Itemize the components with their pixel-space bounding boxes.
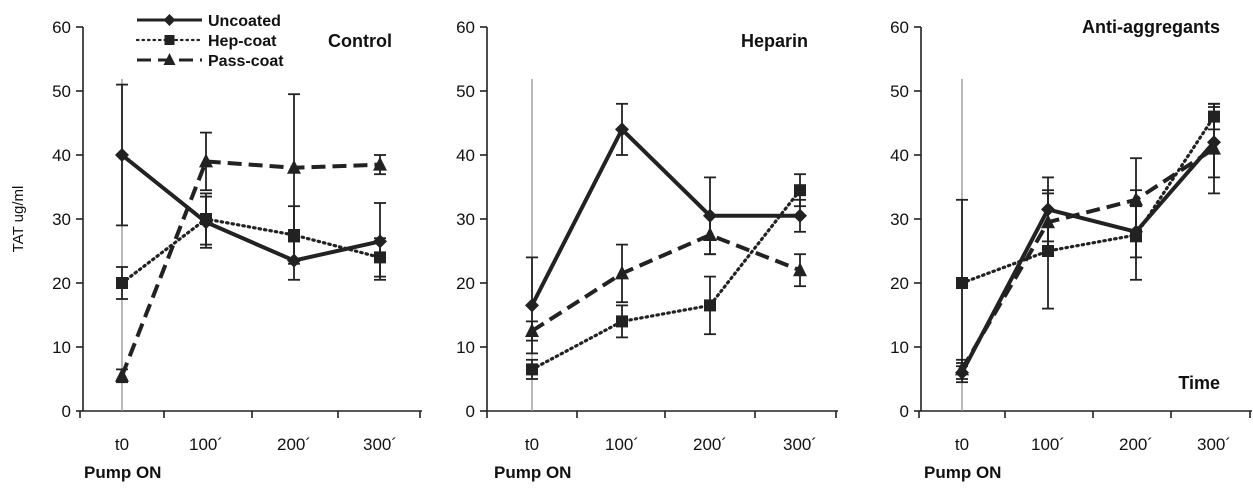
marker-square <box>164 35 175 45</box>
x-tick-label: t0 <box>955 435 969 454</box>
x-tick-label: 300´ <box>783 435 817 454</box>
marker-triangle <box>1041 214 1055 229</box>
marker-square <box>616 315 628 328</box>
y-axis-label: TAT ug/ml <box>10 186 27 253</box>
y-tick-label: 20 <box>456 274 475 293</box>
series-pass-coat <box>115 93 387 384</box>
y-tick-label: 20 <box>890 274 909 293</box>
series-pass-coat <box>525 214 807 342</box>
marker-diamond <box>525 298 539 313</box>
legend: Uncoated Hep-coat Pass-coat <box>135 13 284 70</box>
y-tick-label: 0 <box>466 402 475 421</box>
marker-triangle <box>793 262 807 277</box>
y-tick-label: 20 <box>52 274 71 293</box>
series-line <box>530 233 801 333</box>
x-tick-label: 100´ <box>189 435 223 454</box>
x-tick-label: t0 <box>525 435 539 454</box>
y-tick-label: 30 <box>52 210 71 229</box>
x-tick-label: 300´ <box>1197 435 1231 454</box>
panel-title: Control <box>328 31 392 51</box>
y-tick-label: 50 <box>890 82 909 101</box>
time-label: Time <box>1178 373 1220 393</box>
y-tick-label: 40 <box>890 146 909 165</box>
y-tick-label: 30 <box>890 210 909 229</box>
series-line <box>960 114 1216 285</box>
marker-square <box>956 277 968 289</box>
marker-triangle <box>1129 191 1143 206</box>
marker-square <box>374 251 386 264</box>
series-line <box>960 140 1216 374</box>
series-line <box>530 127 800 307</box>
marker-square <box>794 184 806 197</box>
series-uncoated <box>115 83 387 281</box>
marker-square <box>526 363 538 376</box>
y-tick-label: 40 <box>52 146 71 165</box>
panel-title: Anti-aggregants <box>1082 17 1220 37</box>
series-hep-coat <box>526 173 806 380</box>
pump-on-label: Pump ON <box>84 463 161 482</box>
y-tick-label: 10 <box>456 338 475 357</box>
pump-on-label: Pump ON <box>924 463 1001 482</box>
marker-triangle <box>373 156 387 171</box>
x-tick-label: 200´ <box>277 435 311 454</box>
marker-triangle <box>287 159 301 174</box>
series-line <box>120 159 381 377</box>
marker-triangle <box>703 227 717 241</box>
marker-triangle <box>525 323 539 337</box>
marker-diamond <box>163 14 176 26</box>
series-line <box>120 153 381 263</box>
y-tick-label: 50 <box>456 82 475 101</box>
series-hep-coat <box>956 102 1220 368</box>
series-line <box>120 217 382 285</box>
marker-diamond <box>615 122 629 137</box>
series-hep-coat <box>116 192 386 300</box>
pump-on-label: Pump ON <box>494 463 571 482</box>
marker-triangle <box>955 361 969 376</box>
chart-panel-2: 0 10 20 30 40 50 60 t0 100´ 200´ 300´ Pump ON Hepari… <box>456 18 838 482</box>
marker-square <box>200 213 212 225</box>
y-tick-label: 60 <box>890 18 909 37</box>
y-tick-label: 0 <box>62 402 71 421</box>
marker-triangle <box>163 53 176 65</box>
legend-label: Pass-coat <box>208 53 284 70</box>
x-tick-label: 100´ <box>1031 435 1065 454</box>
x-tick-label: 200´ <box>1119 435 1153 454</box>
y-tick-label: 10 <box>52 338 71 357</box>
y-tick-label: 40 <box>456 146 475 165</box>
x-tick-label: 200´ <box>693 435 727 454</box>
y-tick-label: 60 <box>52 18 71 37</box>
marker-square <box>704 299 716 312</box>
series-pass-coat <box>955 102 1221 380</box>
marker-square <box>116 277 128 289</box>
y-tick-label: 30 <box>456 210 475 229</box>
chart-panel-1: 0 10 20 30 40 50 60 t0 100´ 200´ 300´ Pump ON Contro… <box>10 13 422 482</box>
marker-triangle <box>199 153 213 168</box>
x-tick-label: 300´ <box>363 435 397 454</box>
legend-label: Uncoated <box>208 13 281 30</box>
panel-title: Heparin <box>741 31 808 51</box>
series-uncoated <box>525 102 807 355</box>
legend-label: Hep-coat <box>208 33 277 50</box>
marker-diamond <box>115 148 129 162</box>
marker-triangle <box>115 367 129 382</box>
x-tick-label: 100´ <box>605 435 639 454</box>
marker-triangle <box>615 265 629 280</box>
y-tick-label: 50 <box>52 82 71 101</box>
marker-diamond <box>793 208 807 223</box>
marker-triangle <box>1207 140 1221 155</box>
chart-panel-3: 0 10 20 30 40 50 60 t0 100´ 200´ 300´ Pump ON Anti-a… <box>890 17 1252 482</box>
series-line <box>960 146 1216 371</box>
x-tick-label: t0 <box>115 435 129 454</box>
y-tick-label: 0 <box>900 402 909 421</box>
y-tick-label: 60 <box>456 18 475 37</box>
series-line <box>530 188 802 371</box>
y-tick-label: 10 <box>890 338 909 357</box>
